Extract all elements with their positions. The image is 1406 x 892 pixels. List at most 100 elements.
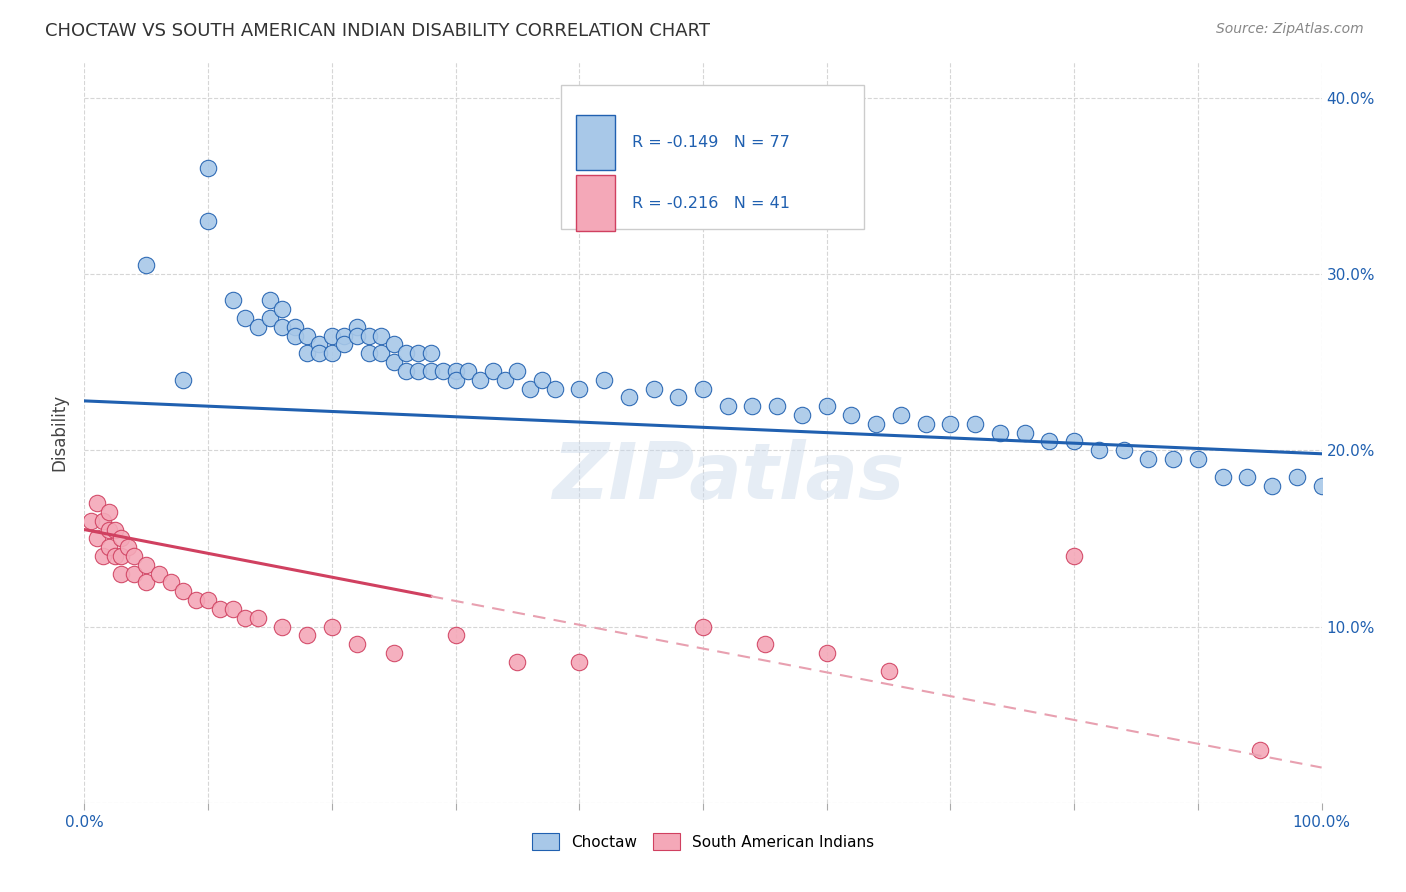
Point bbox=[988, 425, 1011, 440]
Point bbox=[741, 399, 763, 413]
Point bbox=[1063, 434, 1085, 449]
Point bbox=[295, 328, 318, 343]
Point bbox=[419, 346, 441, 360]
Point bbox=[333, 337, 356, 351]
Point bbox=[890, 408, 912, 422]
Point bbox=[395, 346, 418, 360]
Point bbox=[1261, 478, 1284, 492]
Point bbox=[1038, 434, 1060, 449]
Point bbox=[444, 373, 467, 387]
Text: Source: ZipAtlas.com: Source: ZipAtlas.com bbox=[1216, 22, 1364, 37]
Point bbox=[717, 399, 740, 413]
Point bbox=[79, 514, 101, 528]
Point bbox=[914, 417, 936, 431]
Point bbox=[617, 390, 640, 404]
Point bbox=[91, 514, 114, 528]
Text: CHOCTAW VS SOUTH AMERICAN INDIAN DISABILITY CORRELATION CHART: CHOCTAW VS SOUTH AMERICAN INDIAN DISABIL… bbox=[45, 22, 710, 40]
Point bbox=[98, 540, 121, 554]
Point bbox=[233, 610, 256, 624]
Point bbox=[1249, 743, 1271, 757]
Point bbox=[246, 319, 269, 334]
Point bbox=[104, 549, 127, 563]
Point bbox=[135, 258, 157, 272]
Point bbox=[382, 355, 405, 369]
Point bbox=[444, 628, 467, 642]
Point bbox=[1212, 469, 1234, 483]
Point bbox=[1236, 469, 1258, 483]
Point bbox=[965, 417, 987, 431]
Point bbox=[308, 337, 330, 351]
Point bbox=[246, 610, 269, 624]
Point bbox=[259, 311, 281, 326]
Point bbox=[568, 382, 591, 396]
Point bbox=[519, 382, 541, 396]
Point bbox=[1161, 452, 1184, 467]
Point bbox=[259, 293, 281, 308]
Point bbox=[1310, 478, 1333, 492]
Point bbox=[222, 602, 245, 616]
Point bbox=[1088, 443, 1111, 458]
Point bbox=[877, 664, 900, 678]
Point bbox=[470, 373, 492, 387]
Point bbox=[815, 399, 838, 413]
Point bbox=[444, 364, 467, 378]
Point bbox=[86, 532, 108, 546]
Point bbox=[408, 364, 430, 378]
Point bbox=[1137, 452, 1160, 467]
Point bbox=[643, 382, 665, 396]
Point bbox=[117, 540, 139, 554]
Point bbox=[357, 346, 380, 360]
Y-axis label: Disability: Disability bbox=[51, 394, 69, 471]
Point bbox=[370, 328, 392, 343]
Point bbox=[222, 293, 245, 308]
Point bbox=[271, 619, 294, 633]
Point bbox=[939, 417, 962, 431]
Point bbox=[148, 566, 170, 581]
Point bbox=[321, 346, 343, 360]
Point bbox=[481, 364, 503, 378]
Point bbox=[531, 373, 554, 387]
Point bbox=[321, 619, 343, 633]
Point bbox=[110, 532, 132, 546]
Point bbox=[209, 602, 232, 616]
Point bbox=[543, 382, 565, 396]
Point bbox=[284, 328, 307, 343]
Point bbox=[233, 311, 256, 326]
Point bbox=[1063, 549, 1085, 563]
Point bbox=[568, 655, 591, 669]
Text: R = -0.149   N = 77: R = -0.149 N = 77 bbox=[633, 135, 790, 150]
Point bbox=[1187, 452, 1209, 467]
Point bbox=[122, 549, 145, 563]
Point bbox=[98, 523, 121, 537]
Point bbox=[790, 408, 813, 422]
FancyBboxPatch shape bbox=[575, 115, 616, 170]
Point bbox=[135, 575, 157, 590]
Point bbox=[370, 346, 392, 360]
Point bbox=[754, 637, 776, 651]
Point bbox=[692, 382, 714, 396]
Point bbox=[110, 549, 132, 563]
Point bbox=[295, 346, 318, 360]
Point bbox=[86, 496, 108, 510]
Point bbox=[122, 566, 145, 581]
Point bbox=[382, 337, 405, 351]
Point bbox=[135, 558, 157, 572]
Point bbox=[160, 575, 183, 590]
Point bbox=[395, 364, 418, 378]
Point bbox=[1285, 469, 1308, 483]
Point bbox=[593, 373, 616, 387]
Point bbox=[506, 655, 529, 669]
Point bbox=[295, 628, 318, 642]
Text: R = -0.216   N = 41: R = -0.216 N = 41 bbox=[633, 195, 790, 211]
Point bbox=[766, 399, 789, 413]
Point bbox=[197, 593, 219, 607]
Legend: Choctaw, South American Indians: Choctaw, South American Indians bbox=[524, 825, 882, 858]
Point bbox=[457, 364, 479, 378]
Point bbox=[271, 302, 294, 317]
Point bbox=[197, 214, 219, 228]
Point bbox=[284, 319, 307, 334]
Point bbox=[1112, 443, 1135, 458]
Point bbox=[172, 373, 194, 387]
Point bbox=[494, 373, 516, 387]
Point bbox=[357, 328, 380, 343]
